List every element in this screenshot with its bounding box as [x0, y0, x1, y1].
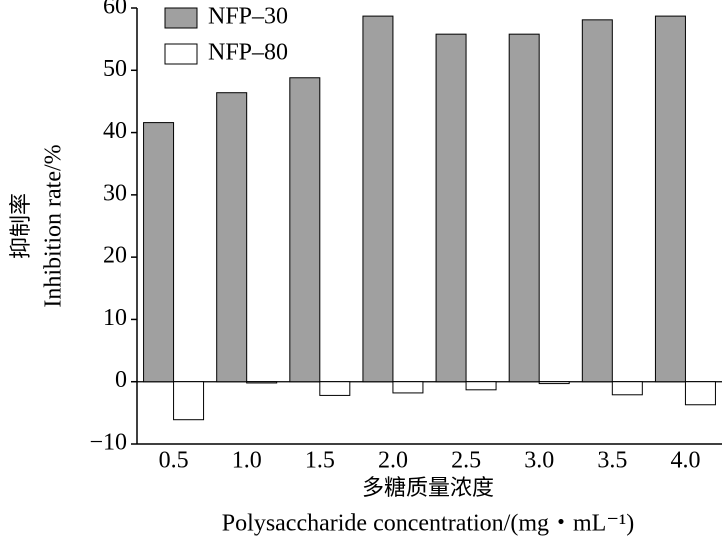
x-axis-label-cn: 多糖质量浓度: [362, 476, 494, 501]
bar: [581, 19, 613, 383]
bar: [611, 381, 643, 396]
y-tick-label: −10: [89, 430, 127, 456]
bar: [143, 122, 175, 383]
bar: [362, 15, 394, 383]
y-tick-label: 10: [103, 305, 127, 331]
x-tick-label: 4.0: [670, 448, 700, 474]
y-tick-label: 60: [103, 0, 127, 20]
y-tick-label: 20: [103, 243, 127, 269]
bar: [246, 381, 278, 384]
y-tick-label: 0: [115, 367, 127, 393]
bar: [538, 381, 570, 385]
y-axis-label-cn: 抑制率: [9, 193, 34, 259]
bar: [319, 381, 351, 396]
x-tick-label: 2.0: [378, 448, 408, 474]
bar: [435, 33, 467, 383]
x-tick-label: 0.5: [159, 448, 189, 474]
bar: [654, 15, 686, 383]
legend-label: NFP–80: [208, 40, 288, 66]
bar: [508, 33, 540, 383]
y-tick-label: 40: [103, 118, 127, 144]
y-axis-label-en: Inhibition rate/%: [41, 144, 67, 307]
bar: [684, 381, 716, 406]
bar: [289, 77, 321, 383]
x-tick-label: 3.5: [597, 448, 627, 474]
bar: [216, 92, 248, 383]
legend-swatch: [164, 43, 198, 65]
x-tick-label: 1.0: [232, 448, 262, 474]
legend-label: NFP–30: [208, 4, 288, 30]
bar: [465, 381, 497, 391]
bar: [173, 381, 205, 421]
legend-swatch: [164, 7, 198, 29]
y-tick-label: 30: [103, 180, 127, 206]
x-axis-label-en: Polysaccharide concentration/(mg・mL⁻¹): [222, 511, 634, 537]
bar: [392, 381, 424, 394]
x-tick-label: 2.5: [451, 448, 481, 474]
x-tick-label: 3.0: [524, 448, 554, 474]
y-tick-label: 50: [103, 56, 127, 82]
x-tick-label: 1.5: [305, 448, 335, 474]
